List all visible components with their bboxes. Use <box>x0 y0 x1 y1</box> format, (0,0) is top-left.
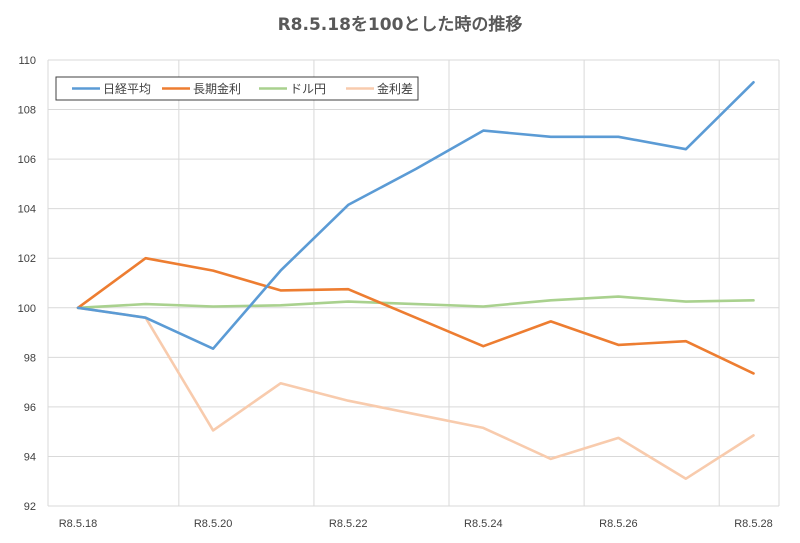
series-line-2 <box>76 295 755 310</box>
legend-label-0: 日経平均 <box>103 82 151 96</box>
y-tick-label: 98 <box>24 352 36 364</box>
x-tick-label: R8.5.20 <box>194 518 233 530</box>
legend-label-1: 長期金利 <box>193 81 241 96</box>
y-tick-label: 108 <box>18 105 36 117</box>
y-tick-label: 110 <box>18 55 36 67</box>
y-tick-label: 92 <box>24 501 36 513</box>
y-tick-label: 94 <box>24 451 36 463</box>
series-line-0 <box>76 81 755 351</box>
legend-label-2: ドル円 <box>290 82 326 96</box>
x-tick-label: R8.5.22 <box>329 518 368 530</box>
x-tick-label: R8.5.26 <box>599 518 638 530</box>
series-line-3 <box>76 306 755 481</box>
y-tick-label: 102 <box>18 253 36 265</box>
x-tick-label: R8.5.24 <box>464 518 503 530</box>
x-tick-label: R8.5.18 <box>59 518 98 530</box>
y-tick-label: 100 <box>18 303 36 315</box>
y-tick-label: 104 <box>18 204 36 216</box>
legend-box <box>55 76 419 101</box>
chart-title: R8.5.18を100とした時の推移 <box>278 14 523 35</box>
y-tick-label: 106 <box>18 154 36 166</box>
series-line-1 <box>76 256 755 375</box>
legend-label-3: 金利差 <box>377 81 413 96</box>
y-tick-label: 96 <box>24 402 36 414</box>
x-tick-label: R8.5.28 <box>734 518 773 530</box>
